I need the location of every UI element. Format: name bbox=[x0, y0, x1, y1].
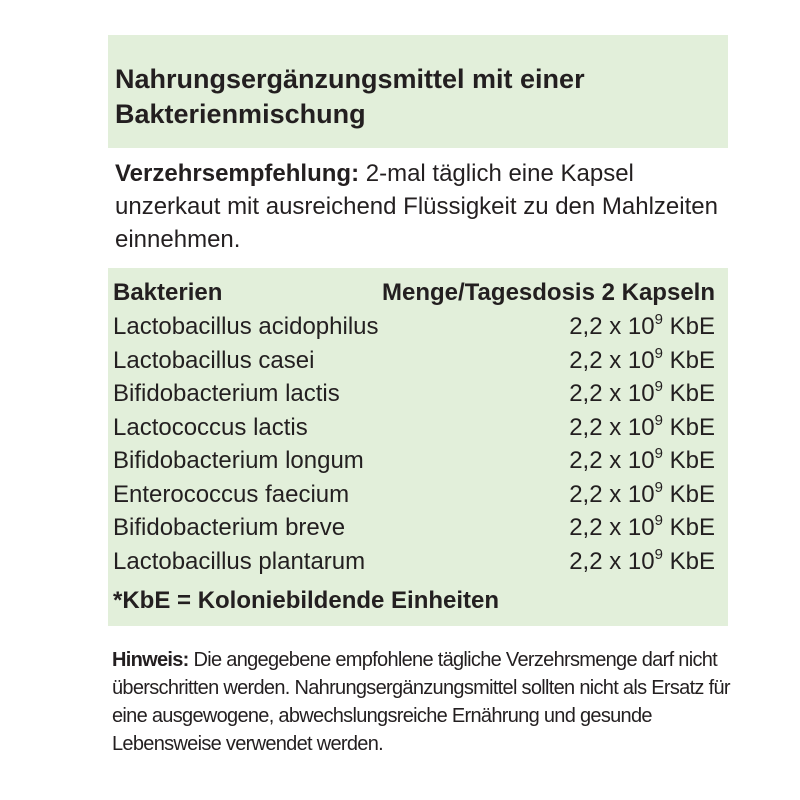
amount: 2,2 x 109 KbE bbox=[569, 310, 715, 343]
bacterium-name: Bifidobacterium lactis bbox=[113, 380, 340, 407]
amount-base: 2,2 x 10 bbox=[569, 480, 655, 508]
amount-base: 2,2 x 10 bbox=[569, 447, 655, 474]
note: Hinweis: Die angegebene empfohlene tägli… bbox=[112, 646, 732, 758]
amount-unit: KbE bbox=[669, 380, 715, 407]
header-cell: Bakterien bbox=[113, 279, 223, 306]
table-row: Lactobacillus casei 2,2 x 109 KbE bbox=[113, 344, 715, 377]
bacterium-name: Lactobacillus acidophilus bbox=[113, 313, 379, 340]
amount-exponent: 9 bbox=[654, 545, 663, 563]
table-header: Bakterien Menge/Tagesdosis 2 Kapseln bbox=[113, 276, 715, 309]
amount: 2,2 x 109 KbE bbox=[569, 444, 715, 477]
amount: 2,2 x 109 KbE bbox=[569, 411, 715, 444]
amount-unit: KbE bbox=[669, 413, 715, 441]
amount-base: 2,2 x 10 bbox=[569, 346, 655, 374]
amount-base: 2,2 x 10 bbox=[569, 413, 655, 441]
amount-base: 2,2 x 10 bbox=[569, 380, 655, 407]
recommendation-text: 2-mal täglich eine Kapsel unzerkaut mit … bbox=[115, 160, 718, 253]
amount-unit: KbE bbox=[669, 480, 715, 508]
amount-unit: KbE bbox=[669, 514, 715, 541]
amount: 2,2 x 109 KbE bbox=[569, 377, 715, 410]
amount-exponent: 9 bbox=[654, 445, 663, 462]
amount-exponent: 9 bbox=[654, 512, 663, 529]
recommendation: Verzehrsempfehlung: 2-mal täglich eine K… bbox=[115, 157, 725, 256]
amount: 2,2 x 109 KbE bbox=[569, 511, 715, 544]
table-panel bbox=[108, 268, 728, 626]
amount-unit: KbE bbox=[669, 447, 715, 474]
bacterium-name: Bifidobacterium breve bbox=[113, 514, 346, 541]
bacterium-name: Lactobacillus casei bbox=[113, 346, 315, 374]
amount-unit: KbE bbox=[669, 547, 715, 575]
amount-exponent: 9 bbox=[654, 344, 663, 362]
table-row: Bifidobacterium longum 2,2 x 109 KbE bbox=[113, 444, 715, 477]
footnote: *KbE = Koloniebildende Einheiten bbox=[113, 584, 715, 617]
title: Nahrungsergänzungsmittel mit einer Bakte… bbox=[115, 64, 585, 129]
amount-unit: KbE bbox=[669, 313, 715, 340]
amount-base: 2,2 x 10 bbox=[569, 313, 655, 340]
table-row: Enterococcus faecium 2,2 x 109 KbE bbox=[113, 478, 715, 511]
amount-exponent: 9 bbox=[654, 478, 663, 496]
amount-base: 2,2 x 10 bbox=[569, 547, 655, 575]
note-text: Die angegebene empfohlene tägliche Verze… bbox=[112, 649, 731, 755]
amount-exponent: 9 bbox=[654, 411, 663, 429]
table-row: Lactobacillus plantarum 2,2 x 109 KbE bbox=[113, 545, 715, 578]
amount-unit: KbE bbox=[669, 346, 715, 374]
amount-exponent: 9 bbox=[654, 378, 663, 395]
note-label: Hinweis: bbox=[112, 649, 189, 671]
bacterium-name: Bifidobacterium longum bbox=[113, 447, 364, 474]
amount-base: 2,2 x 10 bbox=[569, 514, 655, 541]
bacterium-name: Enterococcus faecium bbox=[113, 480, 350, 508]
title-panel bbox=[108, 35, 728, 148]
bacterium-name: Lactobacillus plantarum bbox=[113, 547, 366, 575]
recommendation-label: Verzehrsempfehlung: bbox=[115, 160, 360, 187]
table-row: Lactococcus lactis 2,2 x 109 KbE bbox=[113, 411, 715, 444]
amount: 2,2 x 109 KbE bbox=[569, 344, 715, 377]
amount: 2,2 x 109 KbE bbox=[569, 545, 715, 578]
table-row: Lactobacillus acidophilus 2,2 x 109 KbE bbox=[113, 310, 715, 343]
amount: 2,2 x 109 KbE bbox=[569, 478, 715, 511]
bacterium-name: Lactococcus lactis bbox=[113, 413, 308, 441]
table-row: Bifidobacterium lactis 2,2 x 109 KbE bbox=[113, 377, 715, 410]
table-row: Bifidobacterium breve 2,2 x 109 KbE bbox=[113, 511, 715, 544]
header-cell: Menge/Tagesdosis 2 Kapseln bbox=[382, 279, 715, 306]
amount-exponent: 9 bbox=[654, 311, 663, 328]
footnote-text: *KbE = Koloniebildende Einheiten bbox=[113, 587, 500, 614]
